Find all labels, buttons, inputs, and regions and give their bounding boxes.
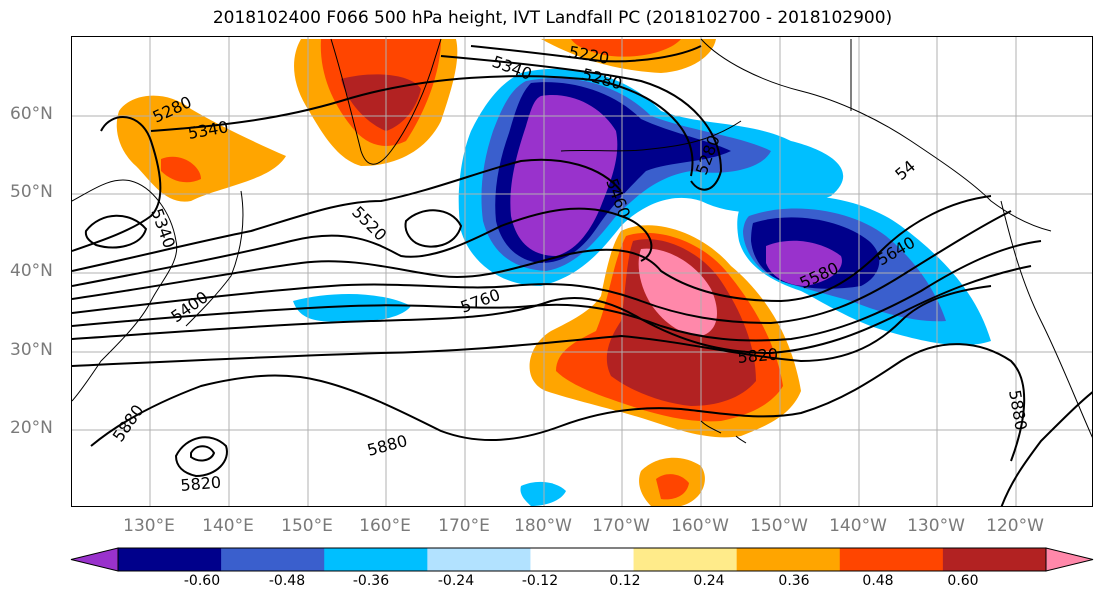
lon-label-120w: 120°W <box>986 516 1044 536</box>
contour-5880-south <box>90 343 1026 462</box>
lon-label-140w: 140°W <box>829 516 887 536</box>
contour-label: 5820 <box>737 345 779 367</box>
contour-label: 5820 <box>180 473 222 495</box>
lat-label-40n: 40°N <box>10 261 53 281</box>
lon-label-130e: 130°E <box>123 516 175 536</box>
contour-5700 <box>72 240 1042 342</box>
contour-label: 5880 <box>365 431 409 460</box>
lon-label-150w: 150°W <box>750 516 808 536</box>
lon-label-160e: 160°E <box>359 516 411 536</box>
coast-alaska <box>700 38 1052 232</box>
colorbar-segment <box>942 548 1047 571</box>
contour-label: 5400 <box>167 287 211 326</box>
coast-asia <box>72 179 178 402</box>
colorbar-outline <box>117 547 1047 572</box>
colorbar-segment <box>839 548 944 571</box>
shade-positive-hawaii-core <box>656 474 689 500</box>
contour-lowring <box>84 214 148 249</box>
colorbar-segment <box>221 548 325 571</box>
colorbar-label: -0.48 <box>268 573 306 589</box>
ivt-shading <box>116 39 991 506</box>
lon-label-170w: 170°W <box>592 516 650 536</box>
shade-positive-bering-core <box>571 39 681 57</box>
contour-5880-southeast <box>1000 391 1092 506</box>
colorbar <box>70 547 1094 572</box>
contour-5820 <box>72 285 992 367</box>
gridlines <box>72 37 1092 506</box>
contour-high-ring-outer <box>174 436 228 478</box>
shade-positive-japan-inner <box>161 156 201 183</box>
lon-label-130w: 130°W <box>907 516 965 536</box>
map-title: 2018102400 F066 500 hPa height, IVT Land… <box>212 8 893 28</box>
contour-5460 <box>72 158 622 272</box>
height-contours <box>72 45 1092 506</box>
colorbar-label: -0.36 <box>352 573 390 589</box>
colorbar-label: 0.36 <box>778 573 810 589</box>
colorbar-segment <box>530 548 635 571</box>
colorbar-label: -0.24 <box>437 573 475 589</box>
map-panel: 5220 5340 5280 5280 5340 5340 5280 5520 … <box>71 36 1093 507</box>
shade-positive-central-core <box>638 248 717 336</box>
shade-negative-south <box>520 481 566 506</box>
colorbar-extend-low <box>70 547 119 572</box>
contour-5280 <box>440 55 723 191</box>
coast-hawaii <box>700 420 747 444</box>
lat-label-50n: 50°N <box>10 182 53 202</box>
colorbar-label: -0.60 <box>183 573 221 589</box>
lon-label-160w: 160°W <box>671 516 729 536</box>
colorbar-segments <box>70 547 1094 572</box>
colorbar-segment <box>118 548 222 571</box>
colorbar-label: 0.48 <box>862 573 894 589</box>
colorbar-segment <box>324 548 428 571</box>
colorbar-extend-high <box>1045 547 1094 572</box>
coastlines <box>72 38 1092 444</box>
coast-kamchatka <box>330 38 442 165</box>
lon-label-140e: 140°E <box>202 516 254 536</box>
colorbar-segment <box>633 548 738 571</box>
contour-label: 5880 <box>1005 388 1031 431</box>
shade-negative-west-strip <box>293 294 411 322</box>
contour-5760 <box>72 265 1032 355</box>
contour-5640 <box>72 210 1012 325</box>
shade-negative-east-core <box>766 240 842 286</box>
colorbar-label: 0.24 <box>693 573 725 589</box>
contour-5340-west <box>72 116 162 252</box>
contour-lowring2 <box>404 209 463 248</box>
contour-high-ring-inner <box>190 445 216 462</box>
lat-label-30n: 30°N <box>10 340 53 360</box>
contour-label: 5340 <box>147 206 179 251</box>
contour-label: 5880 <box>109 401 148 445</box>
contour-5340-upper <box>150 75 694 177</box>
colorbar-label: 0.60 <box>947 573 979 589</box>
lat-label-60n: 60°N <box>10 104 53 124</box>
shade-negative-central-core <box>510 95 618 256</box>
coast-aleutians <box>560 120 742 152</box>
contour-5220 <box>470 45 702 63</box>
lon-label-170e: 170°E <box>438 516 490 536</box>
colorbar-label: 0.12 <box>609 573 641 589</box>
map-canvas: 5220 5340 5280 5280 5340 5340 5280 5520 … <box>72 37 1092 506</box>
contour-5580 <box>72 195 992 303</box>
lon-label-150e: 150°E <box>281 516 333 536</box>
colorbar-segment <box>427 548 531 571</box>
contour-5520 <box>72 207 653 287</box>
shade-positive-kamchatka-core <box>341 74 421 131</box>
coast-japan <box>185 190 244 327</box>
colorbar-segment <box>736 548 841 571</box>
contour-label: 54 <box>891 156 919 184</box>
lon-label-180w: 180°W <box>514 516 572 536</box>
colorbar-label: -0.12 <box>521 573 559 589</box>
lat-label-20n: 20°N <box>10 418 53 438</box>
